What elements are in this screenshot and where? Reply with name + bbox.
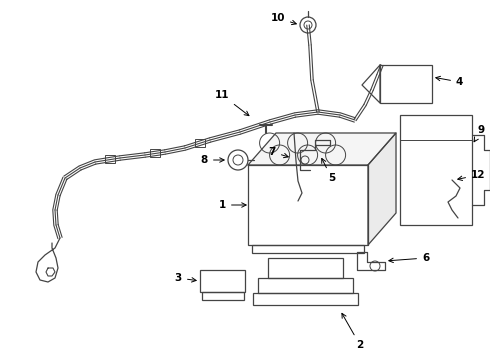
- Text: 2: 2: [342, 313, 364, 350]
- Bar: [105, 155, 115, 163]
- Bar: [258, 278, 353, 293]
- Bar: [248, 165, 368, 245]
- Text: 12: 12: [458, 170, 486, 180]
- Text: 8: 8: [201, 155, 224, 165]
- Text: 7: 7: [269, 147, 288, 158]
- Text: 10: 10: [270, 13, 296, 24]
- Bar: [200, 270, 245, 292]
- Bar: [195, 139, 205, 147]
- Bar: [150, 149, 160, 157]
- Bar: [400, 115, 472, 225]
- Text: 5: 5: [322, 158, 335, 183]
- Text: 4: 4: [436, 76, 464, 87]
- Polygon shape: [368, 133, 396, 245]
- Text: 1: 1: [219, 200, 246, 210]
- Bar: [202, 292, 244, 300]
- Bar: [380, 65, 432, 103]
- Polygon shape: [248, 133, 396, 165]
- Text: 3: 3: [175, 273, 196, 283]
- Text: 9: 9: [474, 125, 485, 142]
- Text: 6: 6: [389, 253, 429, 263]
- Bar: [268, 258, 343, 278]
- Bar: [252, 245, 364, 253]
- Bar: [253, 293, 358, 305]
- Text: 11: 11: [215, 90, 249, 116]
